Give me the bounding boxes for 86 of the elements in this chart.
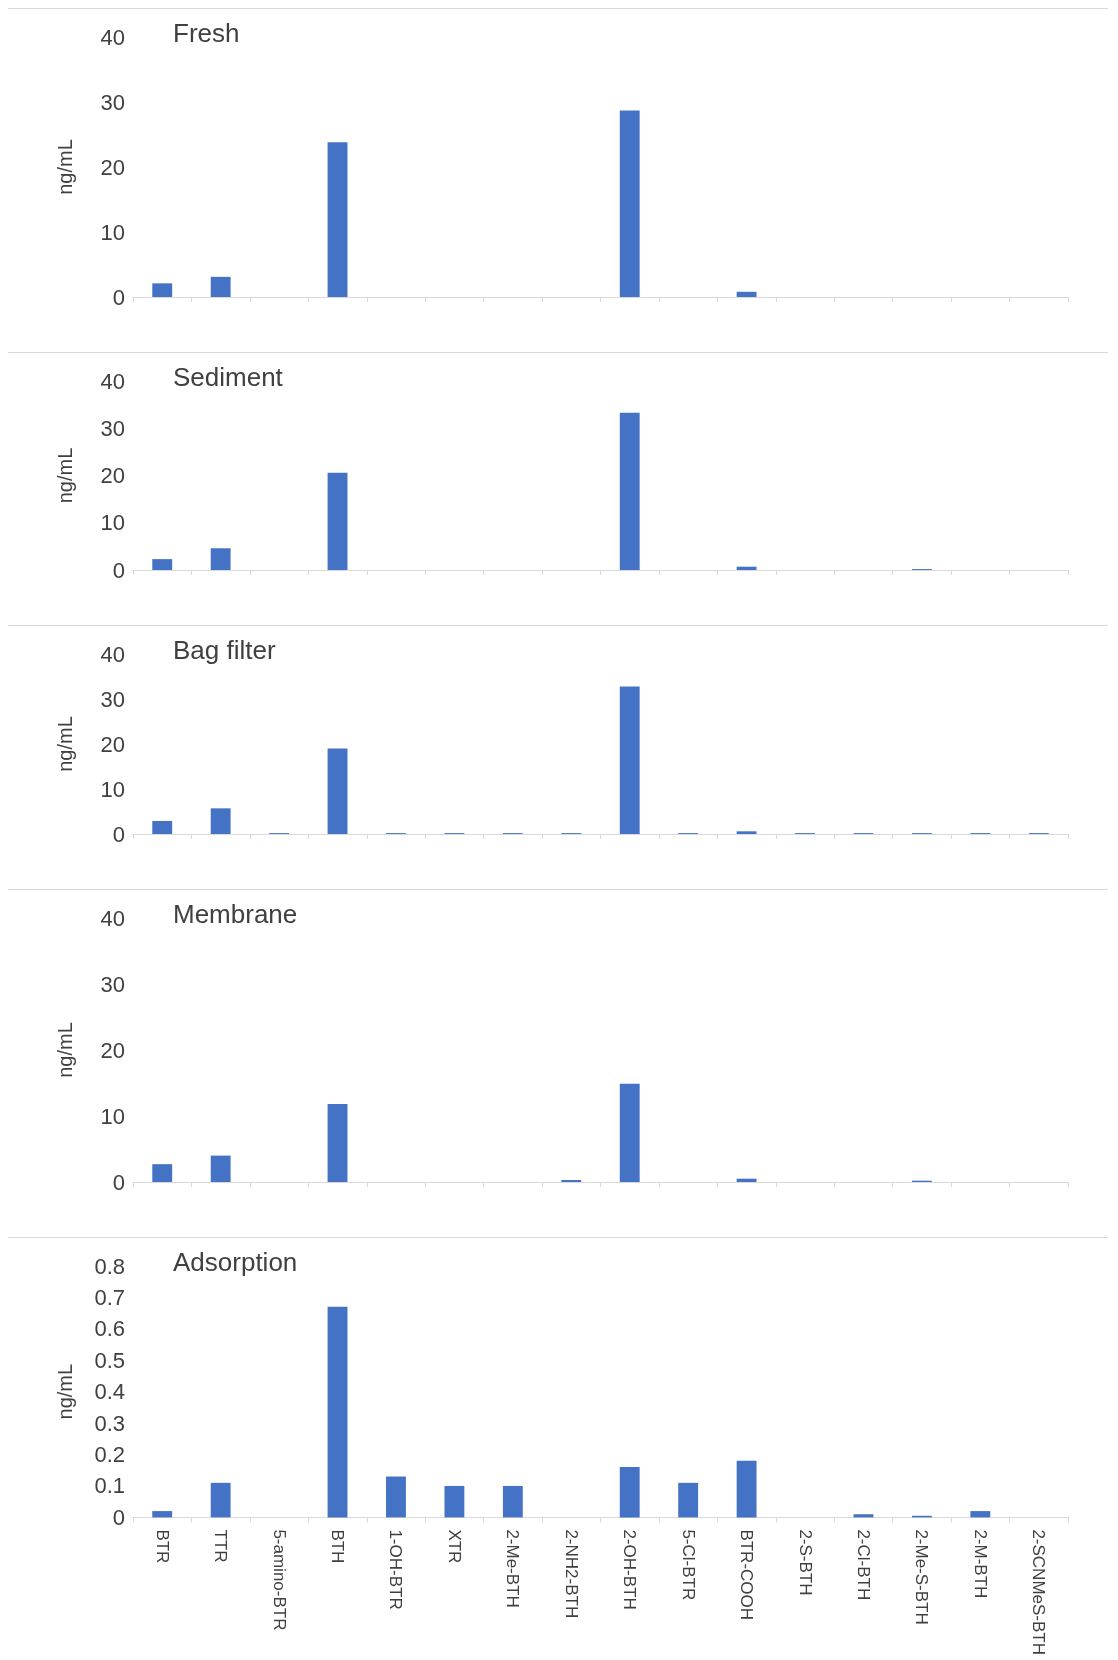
bar [327, 142, 348, 297]
y-tick-label: 0.2 [94, 1442, 125, 1468]
x-tick-label: 5-amino-BTR [269, 1529, 289, 1631]
x-tick-label: 2-S-BTH [795, 1529, 815, 1596]
y-tick-label: 0.3 [94, 1410, 125, 1436]
x-tick-label: 2-NH2-BTH [561, 1529, 581, 1619]
bar [619, 1467, 640, 1518]
x-tick-label: 1-OH-BTR [386, 1529, 406, 1610]
chart-title: Sediment [173, 362, 284, 392]
bar [327, 1306, 348, 1518]
y-tick-label: 0 [112, 821, 125, 847]
y-axis-title: ng/mL [54, 447, 76, 504]
y-tick-label: 0.4 [94, 1379, 125, 1405]
y-axis-title: ng/mL [54, 1022, 76, 1078]
bar [619, 1083, 640, 1182]
bar [210, 1482, 231, 1518]
chart-title: Membrane [173, 899, 298, 929]
y-tick-label: 30 [100, 89, 125, 115]
y-tick-label: 40 [100, 905, 125, 931]
y-tick-label: 30 [100, 971, 125, 997]
bar [736, 1460, 757, 1518]
bar [678, 1482, 699, 1518]
bar [736, 566, 757, 570]
x-tick-label: BTR [152, 1529, 172, 1564]
bar [327, 472, 348, 570]
x-tick-label: BTH [328, 1529, 348, 1564]
bar [444, 1485, 465, 1518]
bar [210, 808, 231, 834]
x-tick-label: 2-Cl-BTH [853, 1529, 873, 1601]
bar [853, 1514, 874, 1518]
y-axis-title: ng/mL [54, 716, 76, 772]
bar [736, 291, 757, 297]
bar [619, 110, 640, 297]
y-tick-label: 10 [100, 1103, 125, 1129]
x-tick-label: XTR [444, 1529, 464, 1564]
y-tick-label: 0.1 [94, 1473, 125, 1499]
x-tick-label: 2-Me-S-BTH [912, 1529, 932, 1625]
chart-title: Adsorption [173, 1247, 298, 1277]
y-tick-label: 30 [100, 415, 125, 441]
bar [210, 276, 231, 297]
y-tick-label: 0.5 [94, 1347, 125, 1373]
x-tick-label: 5-Cl-BTR [678, 1529, 698, 1601]
y-tick-label: 20 [100, 154, 125, 180]
x-tick-label: 2-Me-BTH [503, 1529, 523, 1608]
y-tick-label: 40 [100, 24, 125, 50]
bar [152, 559, 173, 570]
y-tick-label: 30 [100, 686, 125, 712]
bar [386, 1476, 406, 1518]
bar [327, 1104, 348, 1182]
bar [152, 283, 173, 297]
y-tick-label: 0 [112, 284, 125, 310]
y-tick-label: 10 [100, 219, 125, 245]
bar [736, 831, 757, 834]
bar [152, 1511, 173, 1518]
y-tick-label: 0.7 [94, 1284, 125, 1310]
bar [619, 686, 640, 834]
y-tick-label: 10 [100, 776, 125, 802]
y-tick-label: 40 [100, 368, 125, 394]
y-tick-label: 10 [100, 510, 125, 536]
y-tick-label: 20 [100, 1037, 125, 1063]
bar [619, 412, 640, 570]
bar [502, 1485, 523, 1518]
x-tick-label: 2-SCNMeS-BTH [1029, 1529, 1049, 1655]
x-tick-label: 2-M-BTH [970, 1529, 990, 1599]
bar [210, 1155, 231, 1182]
bar [970, 1511, 991, 1518]
x-tick-label: TTR [211, 1529, 231, 1563]
y-tick-label: 0 [112, 557, 125, 583]
y-tick-label: 20 [100, 463, 125, 488]
bar [152, 1164, 173, 1182]
y-tick-label: 0.8 [94, 1253, 125, 1279]
x-tick-label: 2-OH-BTH [620, 1529, 640, 1610]
chart-title: Bag filter [173, 635, 276, 665]
y-tick-label: 0 [112, 1169, 125, 1195]
y-axis-title: ng/mL [54, 139, 76, 195]
bar [736, 1178, 757, 1182]
y-tick-label: 20 [100, 731, 125, 757]
bar [327, 748, 348, 834]
chart-title: Fresh [173, 18, 240, 48]
x-tick-label: BTR-COOH [737, 1529, 757, 1621]
bar [210, 548, 231, 570]
y-tick-label: 0.6 [94, 1316, 125, 1342]
bar [152, 820, 173, 834]
y-axis-title: ng/mL [54, 1363, 76, 1420]
y-tick-label: 40 [100, 641, 125, 667]
y-tick-label: 0 [112, 1504, 125, 1530]
